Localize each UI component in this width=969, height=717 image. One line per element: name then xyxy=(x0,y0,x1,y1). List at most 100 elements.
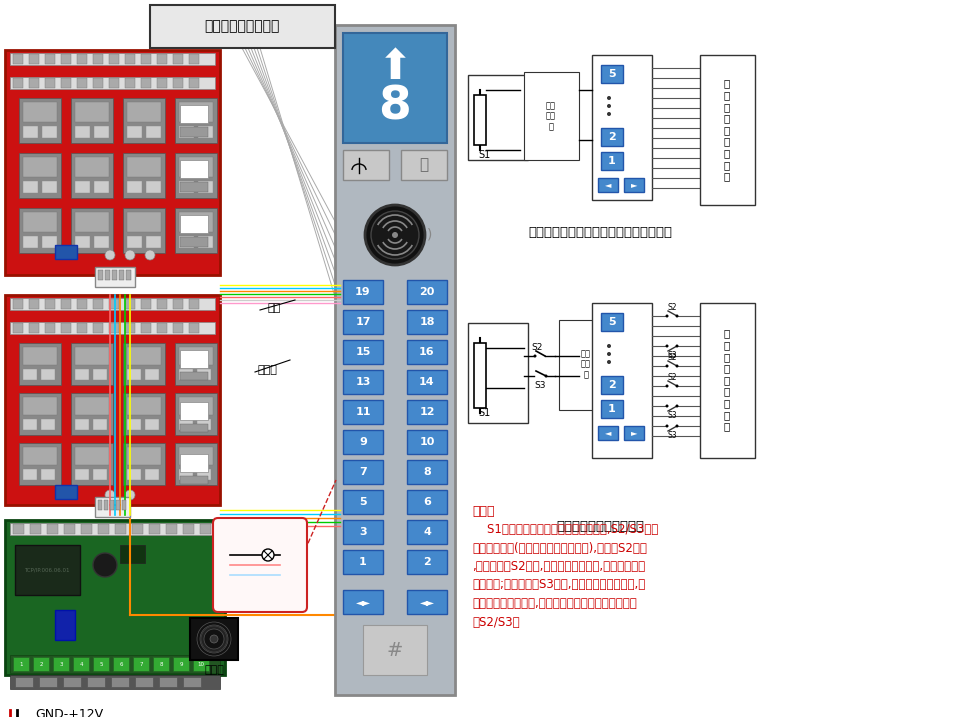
Text: S3: S3 xyxy=(667,412,676,420)
Text: 电梯
控制
器: 电梯 控制 器 xyxy=(546,101,555,131)
Bar xyxy=(197,469,211,480)
Bar xyxy=(10,655,220,673)
Bar xyxy=(23,397,57,415)
Text: 10: 10 xyxy=(198,662,204,667)
Bar xyxy=(115,524,126,534)
Text: ◄: ◄ xyxy=(604,429,610,437)
Bar xyxy=(111,270,117,280)
Bar xyxy=(95,267,135,287)
Bar xyxy=(75,181,90,193)
Bar xyxy=(123,343,165,385)
Bar xyxy=(179,236,194,248)
Bar xyxy=(116,500,120,510)
Bar xyxy=(343,430,383,454)
Text: 17: 17 xyxy=(355,317,370,327)
Bar xyxy=(93,419,107,430)
Bar xyxy=(45,78,55,88)
Circle shape xyxy=(607,104,610,108)
Bar xyxy=(407,460,447,484)
Text: 3: 3 xyxy=(359,527,366,537)
Bar xyxy=(467,323,527,423)
Bar xyxy=(343,370,383,394)
Text: 电梯按键控制连接示意图: 电梯按键控制连接示意图 xyxy=(555,520,643,533)
Text: 原厂电梯按键与电梯控制器的连接示意图: 原厂电梯按键与电梯控制器的连接示意图 xyxy=(527,227,672,239)
Bar xyxy=(150,5,334,48)
Bar xyxy=(343,340,383,364)
Text: 7: 7 xyxy=(140,662,142,667)
Bar xyxy=(13,299,23,309)
Bar xyxy=(180,424,207,432)
Text: S3: S3 xyxy=(534,381,546,391)
Bar xyxy=(174,343,217,385)
Text: 15: 15 xyxy=(355,347,370,357)
Bar xyxy=(13,54,23,64)
Bar xyxy=(597,426,617,440)
Bar xyxy=(343,460,383,484)
Bar xyxy=(19,98,61,143)
Bar xyxy=(174,208,217,253)
Text: 12: 12 xyxy=(419,407,434,417)
Bar xyxy=(10,298,215,310)
Text: S2: S2 xyxy=(667,303,676,313)
Bar xyxy=(71,153,112,198)
Bar xyxy=(39,677,57,687)
Text: ⬆: ⬆ xyxy=(377,46,412,88)
Bar xyxy=(407,590,447,614)
Bar xyxy=(133,657,149,671)
Bar xyxy=(179,397,213,415)
Circle shape xyxy=(665,315,668,318)
Bar xyxy=(10,77,215,89)
Bar xyxy=(197,419,211,430)
Bar xyxy=(63,677,81,687)
Bar xyxy=(19,443,61,485)
Bar xyxy=(174,443,217,485)
Bar xyxy=(23,212,57,232)
Bar xyxy=(198,126,213,138)
Bar xyxy=(179,369,193,380)
Bar xyxy=(13,524,24,534)
Bar xyxy=(64,524,75,534)
Circle shape xyxy=(364,205,424,265)
Bar xyxy=(179,447,213,465)
Circle shape xyxy=(144,250,155,260)
Text: 2: 2 xyxy=(422,557,430,567)
Bar xyxy=(180,215,207,233)
Text: 9: 9 xyxy=(359,437,366,447)
Bar xyxy=(601,65,622,83)
Circle shape xyxy=(607,352,610,356)
Circle shape xyxy=(674,364,677,368)
Text: 20: 20 xyxy=(419,287,434,297)
Bar xyxy=(71,443,112,485)
Bar xyxy=(125,323,135,333)
Text: S1: S1 xyxy=(478,408,489,418)
Bar xyxy=(42,181,57,193)
Bar xyxy=(146,236,161,248)
Bar xyxy=(13,323,23,333)
Bar xyxy=(146,181,161,193)
Circle shape xyxy=(674,384,677,387)
Bar xyxy=(127,397,161,415)
Bar xyxy=(523,72,578,160)
Bar xyxy=(144,419,159,430)
Bar xyxy=(189,323,199,333)
Bar xyxy=(157,78,167,88)
Bar xyxy=(13,657,29,671)
Bar xyxy=(23,369,37,380)
Bar xyxy=(23,347,57,365)
Bar xyxy=(45,299,55,309)
Bar xyxy=(13,78,23,88)
Text: 5: 5 xyxy=(359,497,366,507)
Bar xyxy=(127,157,161,177)
Bar xyxy=(47,524,58,534)
Bar xyxy=(400,150,447,180)
Bar xyxy=(623,178,643,192)
Text: 6: 6 xyxy=(422,497,430,507)
Text: ◄►: ◄► xyxy=(419,597,434,607)
Text: 8: 8 xyxy=(159,662,163,667)
Bar xyxy=(407,490,447,514)
Bar xyxy=(179,181,194,193)
Bar xyxy=(15,545,79,595)
Bar xyxy=(93,54,103,64)
Bar xyxy=(127,347,161,365)
Bar xyxy=(23,236,38,248)
